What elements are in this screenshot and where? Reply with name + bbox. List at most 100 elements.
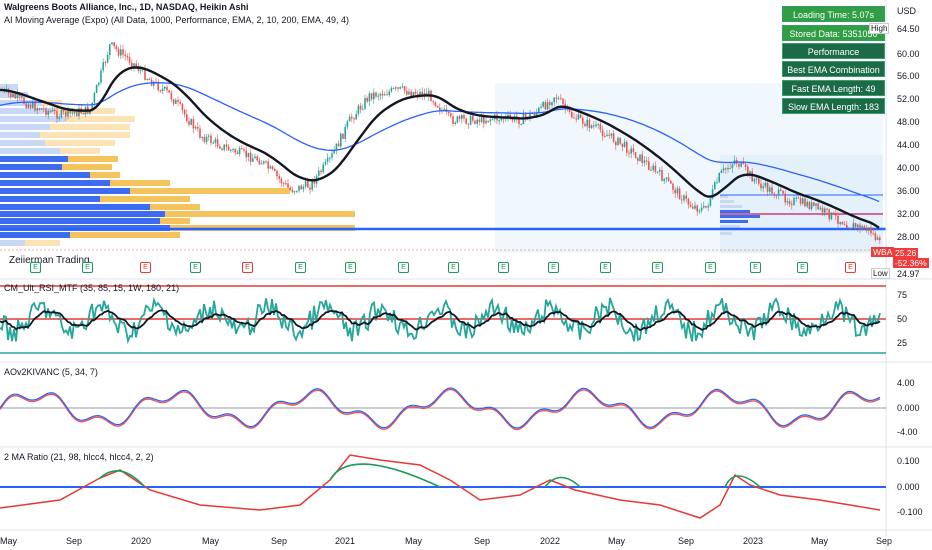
candle-body: [854, 223, 857, 228]
candle-body: [428, 90, 430, 97]
candle-body: [692, 206, 694, 209]
ma-ratio-positive-segment: [329, 463, 441, 488]
rsi-average-line: [0, 309, 881, 332]
candle-body: [410, 91, 412, 96]
candle-body: [181, 103, 184, 110]
earnings-marker[interactable]: E: [82, 262, 93, 273]
candle-body: [183, 109, 186, 115]
candle-body: [399, 86, 401, 89]
candle-body: [256, 156, 258, 161]
candle-body: [329, 157, 331, 159]
candle-body: [562, 98, 564, 105]
candle-body: [628, 152, 630, 154]
candle-body: [285, 183, 287, 185]
candle-body: [205, 136, 208, 142]
candle-body: [689, 204, 692, 207]
earnings-marker[interactable]: E: [750, 262, 761, 273]
candle-body: [91, 102, 93, 110]
candle-body: [839, 222, 841, 224]
candle-body: [804, 198, 806, 207]
earnings-marker[interactable]: E: [242, 262, 253, 273]
earnings-marker[interactable]: E: [140, 262, 151, 273]
candle-body: [278, 176, 280, 179]
time-tick: Sep: [66, 536, 83, 546]
candle-body: [157, 81, 159, 91]
candle-body: [586, 119, 588, 127]
loading-time-label: Loading Time: 5.07s: [782, 6, 885, 22]
candle-body: [148, 78, 151, 80]
candle-body: [696, 205, 698, 212]
candle-body: [282, 183, 285, 185]
candle-body: [227, 146, 230, 151]
fast-ema-label: Fast EMA Length: 49: [782, 80, 885, 96]
candle-body: [476, 119, 478, 124]
earnings-marker[interactable]: E: [398, 262, 409, 273]
candle-body: [133, 63, 135, 67]
earnings-marker[interactable]: E: [600, 262, 611, 273]
candle-body: [742, 161, 745, 164]
candle-body: [368, 93, 371, 102]
ao-signal-line: [0, 388, 881, 431]
currency-label[interactable]: USD: [897, 6, 917, 16]
earnings-marker[interactable]: E: [705, 262, 716, 273]
candle-body: [109, 44, 111, 55]
earnings-marker[interactable]: E: [190, 262, 201, 273]
candle-body: [637, 158, 639, 161]
candle-body: [170, 92, 173, 100]
candle-body: [795, 197, 797, 199]
earnings-marker[interactable]: E: [295, 262, 306, 273]
candle-body: [384, 94, 386, 96]
candle-body: [397, 87, 399, 89]
ao-tick: 0.000: [897, 403, 920, 413]
candle-body: [27, 104, 30, 108]
chart-symbol-title[interactable]: Walgreens Boots Alliance, Inc., 1D, NASD…: [4, 2, 249, 12]
rsi-pane-title[interactable]: CM_Ult_RSI_MTF (35, 85, 15, 1W, 180, 21): [4, 283, 180, 293]
candle-body: [751, 171, 753, 182]
price-tick: 48.00: [897, 117, 920, 127]
earnings-marker[interactable]: E: [30, 262, 41, 273]
candle-body: [718, 172, 720, 183]
candle-body: [634, 152, 637, 159]
price-tick: 24.97: [897, 269, 920, 279]
candle-body: [342, 133, 344, 139]
candle-body: [538, 107, 540, 113]
ratio-pane-title[interactable]: 2 MA Ratio (21, 98, hlcc4, hlcc4, 2, 2): [4, 452, 154, 462]
candle-body: [813, 202, 815, 206]
candle-body: [419, 91, 421, 96]
indicator-title[interactable]: AI Moving Average (Expo) (All Data, 1000…: [4, 15, 350, 25]
candle-body: [274, 169, 276, 171]
ratio-tick: -0.100: [897, 507, 923, 517]
candle-body: [197, 126, 199, 129]
candle-body: [186, 114, 188, 122]
candle-body: [357, 105, 360, 114]
candle-body: [320, 170, 322, 173]
candle-body: [626, 141, 628, 153]
earnings-marker[interactable]: E: [448, 262, 459, 273]
candle-body: [120, 49, 122, 56]
candle-body: [403, 86, 406, 91]
earnings-marker[interactable]: E: [345, 262, 356, 273]
candle-body: [683, 195, 685, 201]
candle-body: [106, 54, 109, 63]
candle-body: [830, 212, 833, 220]
candle-body: [863, 226, 866, 229]
earnings-marker[interactable]: E: [797, 262, 808, 273]
candle-body: [480, 115, 483, 123]
candle-body: [269, 166, 272, 169]
earnings-marker[interactable]: E: [845, 262, 856, 273]
candle-body: [16, 94, 19, 99]
candle-body: [850, 227, 852, 229]
candle-body: [815, 203, 817, 206]
candle-body: [775, 195, 778, 197]
candle-body: [14, 93, 16, 99]
candle-body: [230, 149, 232, 151]
candle-body: [36, 108, 38, 111]
candle-body: [190, 119, 192, 125]
ao-pane-title[interactable]: AOv2KIVANC (5, 34, 7): [4, 367, 98, 377]
earnings-marker[interactable]: E: [548, 262, 559, 273]
candle-body: [502, 118, 505, 120]
candle-body: [799, 198, 802, 204]
earnings-marker[interactable]: E: [498, 262, 509, 273]
earnings-marker[interactable]: E: [652, 262, 663, 273]
